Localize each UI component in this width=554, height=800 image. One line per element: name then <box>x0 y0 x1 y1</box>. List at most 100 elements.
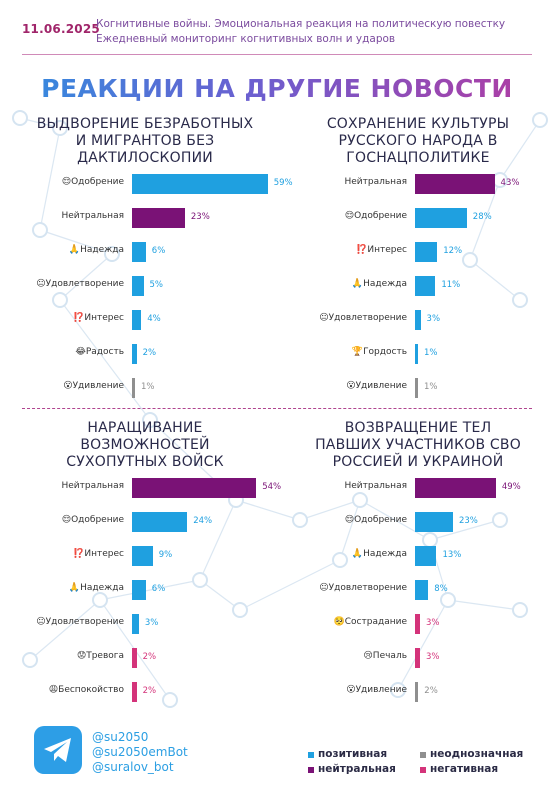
bar <box>132 208 185 228</box>
bar-row: 😂Радость 2% <box>0 344 290 364</box>
category-label: 😟Тревога <box>76 651 124 661</box>
horizontal-divider <box>22 408 532 409</box>
bar-row: 😌Одобрение 23% <box>282 512 554 532</box>
bar <box>415 478 496 498</box>
category-label: 🏆Гордость <box>351 347 407 357</box>
bar-row: 🥺Сострадание 3% <box>282 614 554 634</box>
category-label: 😐Удовлетворение <box>36 279 124 289</box>
bar-row: 😌Одобрение 24% <box>0 512 290 532</box>
bar <box>415 580 429 600</box>
bar-row: 😟Тревога 2% <box>0 648 290 668</box>
value-label: 49% <box>501 482 521 492</box>
category-label: 😐Удовлетворение <box>319 313 407 323</box>
bar <box>132 478 257 498</box>
bar-row: Нейтральная 49% <box>282 478 554 498</box>
bar <box>415 682 419 702</box>
bar-row: 😮Удивление 1% <box>0 378 290 398</box>
bar-row: 🏆Гордость 1% <box>282 344 554 364</box>
category-label: 🙏Надежда <box>68 245 124 255</box>
bar <box>415 242 438 262</box>
chart-title: СОХРАНЕНИЕ КУЛЬТУРЫ РУССКОГО НАРОДА В ГО… <box>326 116 510 166</box>
bar <box>132 174 268 194</box>
value-label: 2% <box>142 652 157 662</box>
category-label: 😮Удивление <box>346 685 407 695</box>
value-label: 24% <box>193 516 213 526</box>
bar <box>132 512 188 532</box>
value-label: 23% <box>190 212 210 222</box>
bar-row: Нейтральная 43% <box>282 174 554 194</box>
bar-row: 😐Удовлетворение 3% <box>0 614 290 634</box>
value-label: 1% <box>424 382 438 392</box>
category-label: 😂Радость <box>75 347 124 357</box>
bar-row: 😌Одобрение 28% <box>282 208 554 228</box>
value-label: 54% <box>262 482 282 492</box>
chart-panel-3: НАРАЩИВАНИЕ ВОЗМОЖНОСТЕЙ СУХОПУТНЫХ ВОЙС… <box>0 420 290 710</box>
value-label: 5% <box>149 280 164 290</box>
category-label: ⁉️Интерес <box>356 245 407 255</box>
bar <box>415 208 467 228</box>
chart-title: ВЫДВОРЕНИЕ БЕЗРАБОТНЫХ И МИГРАНТОВ БЕЗ Д… <box>36 116 254 166</box>
bar-row: Нейтральная 54% <box>0 478 290 498</box>
page-title: РЕАКЦИИ НА ДРУГИЕ НОВОСТИ <box>0 74 554 103</box>
bar <box>415 344 418 364</box>
bar-row: 🙏Надежда 6% <box>0 242 290 262</box>
telegram-logo-icon <box>34 726 82 774</box>
bar <box>132 310 142 330</box>
value-label: 13% <box>442 550 462 560</box>
category-label: 😐Удовлетворение <box>36 617 124 627</box>
bar-row: 😩Беспокойство 2% <box>0 682 290 702</box>
category-label: Нейтральная <box>61 481 125 491</box>
bar-row: 😮Удивление 2% <box>282 682 554 702</box>
chart-title: ВОЗВРАЩЕНИЕ ТЕЛ ПАВШИХ УЧАСТНИКОВ СВО РО… <box>315 420 521 470</box>
value-label: 2% <box>424 686 438 696</box>
value-label: 59% <box>273 178 293 188</box>
bar-row: 😮Удивление 1% <box>282 378 554 398</box>
chart-title: НАРАЩИВАНИЕ ВОЗМОЖНОСТЕЙ СУХОПУТНЫХ ВОЙС… <box>66 420 224 470</box>
bar <box>132 276 144 296</box>
value-label: 2% <box>142 348 157 358</box>
bar <box>415 174 495 194</box>
bar <box>132 546 153 566</box>
category-label: 😩Беспокойство <box>48 685 124 695</box>
value-label: 6% <box>151 584 166 594</box>
bar <box>415 546 437 566</box>
legend-ambiguous-label: неоднозначная <box>430 748 524 760</box>
value-label: 8% <box>434 584 448 594</box>
value-label: 6% <box>151 246 166 256</box>
bar <box>415 276 436 296</box>
category-label: 🙏Надежда <box>351 549 407 559</box>
chart-panel-2: СОХРАНЕНИЕ КУЛЬТУРЫ РУССКОГО НАРОДА В ГО… <box>282 116 554 406</box>
bar <box>415 614 420 634</box>
value-label: 3% <box>144 618 159 628</box>
legend-neutral-swatch <box>308 767 314 773</box>
bar <box>132 580 146 600</box>
bar <box>415 378 418 398</box>
legend-negative-swatch <box>420 767 426 773</box>
legend-negative-label: негативная <box>430 763 499 775</box>
bar-row: ⁉️Интерес 4% <box>0 310 290 330</box>
telegram-handle-1[interactable]: @su2050 <box>92 730 149 744</box>
value-label: 2% <box>142 686 157 696</box>
bar-row: 😐Удовлетворение 8% <box>282 580 554 600</box>
telegram-handle-2[interactable]: @su2050emBot <box>92 745 188 759</box>
telegram-handle-3[interactable]: @suralov_bot <box>92 760 174 774</box>
value-label: 23% <box>458 516 478 526</box>
bar-row: ⁉️Интерес 9% <box>0 546 290 566</box>
category-label: ⁉️Интерес <box>73 313 124 323</box>
value-label: 28% <box>472 212 492 222</box>
category-label: Нейтральная <box>344 177 408 187</box>
value-label: 4% <box>147 314 161 324</box>
category-label: 😐Удовлетворение <box>319 583 407 593</box>
bar <box>415 512 453 532</box>
category-label: 🥺Сострадание <box>333 617 407 627</box>
header-line-1: Когнитивные войны. Эмоциональная реакция… <box>96 18 506 30</box>
category-label: 😢Печаль <box>363 651 407 661</box>
category-label: 😌Одобрение <box>61 177 124 187</box>
header-line-2: Ежедневный мониторинг когнитивных волн и… <box>96 33 396 45</box>
bar <box>132 614 139 634</box>
bar-row: 🙏Надежда 6% <box>0 580 290 600</box>
bar <box>415 648 420 668</box>
legend-ambiguous-swatch <box>420 752 426 758</box>
value-label: 12% <box>443 246 463 256</box>
category-label: Нейтральная <box>61 211 125 221</box>
